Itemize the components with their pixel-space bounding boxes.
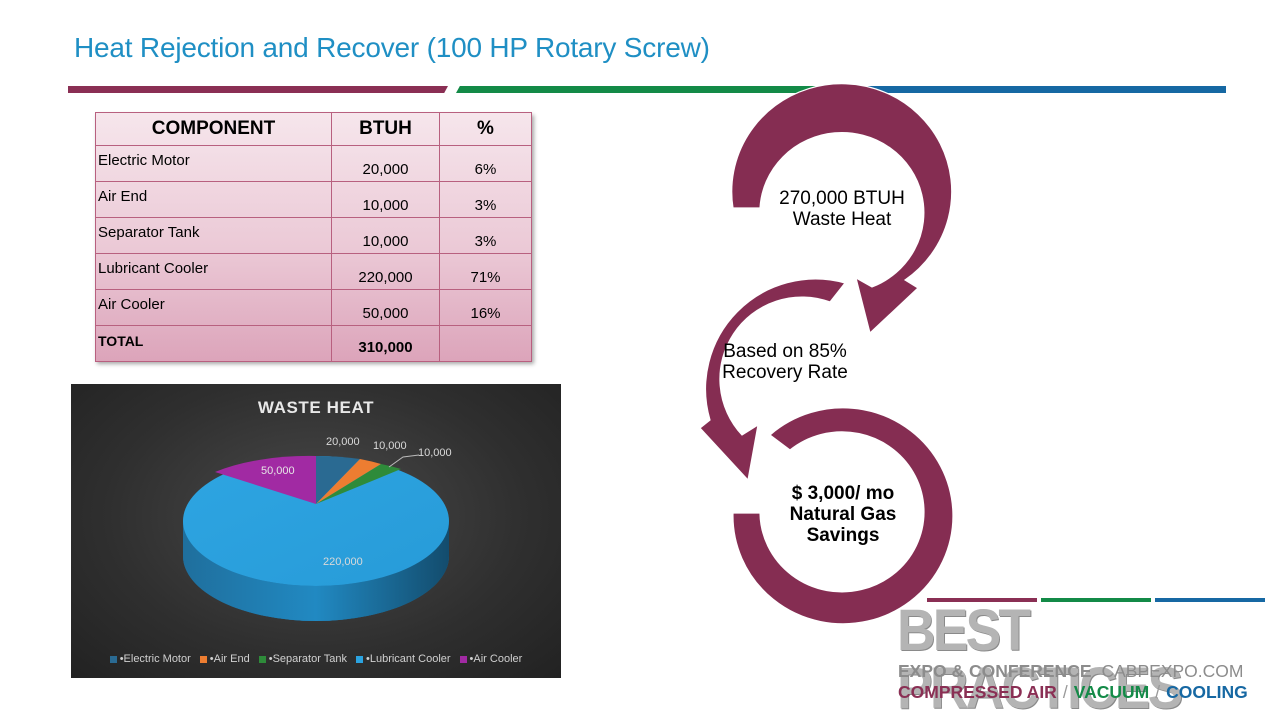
- legend-item-air-end: •Air End: [199, 653, 250, 665]
- table-row: Separator Tank 10,000 3%: [95, 217, 532, 254]
- label-lubricant-cooler: 220,000: [323, 556, 363, 568]
- legend-label: •Air Cooler: [469, 653, 523, 665]
- cell-btuh: 10,000: [331, 181, 440, 218]
- legend-item-electric-motor: •Electric Motor: [109, 653, 191, 665]
- label-electric-motor: 20,000: [326, 436, 360, 448]
- cell-component: Separator Tank: [95, 217, 332, 254]
- legend-item-lubricant-cooler: •Lubricant Cooler: [355, 653, 451, 665]
- logo-expo-text: EXPO & CONFERENCE: [898, 661, 1092, 681]
- waste-heat-pie-chart: WASTE HEAT 20,000 10,000: [71, 384, 561, 678]
- header-component: COMPONENT: [95, 112, 332, 146]
- cycle-step-savings: $ 3,000/ mo Natural Gas Savings: [763, 483, 923, 546]
- pie-graphic: [183, 454, 449, 621]
- table-row: Air End 10,000 3%: [95, 181, 532, 218]
- total-label: TOTAL: [95, 325, 332, 362]
- table-row: Air Cooler 50,000 16%: [95, 289, 532, 326]
- logo-title: BEST PRACTICES: [897, 598, 1183, 720]
- total-btuh: 310,000: [331, 325, 440, 362]
- logo-site-text: CABPEXPO.COM: [1101, 661, 1244, 681]
- label-air-end: 10,000: [373, 440, 407, 452]
- step-text: 270,000 BTUH: [779, 188, 905, 209]
- waste-heat-table: COMPONENT BTUH % Electric Motor 20,000 6…: [95, 112, 532, 362]
- legend-label: •Lubricant Cooler: [365, 653, 451, 665]
- cell-btuh: 50,000: [331, 289, 440, 326]
- best-practices-logo: BEST PRACTICES EXPO & CONFERENCE CABPEXPO…: [897, 598, 1265, 718]
- legend-swatch-icon: [258, 655, 266, 663]
- step-text: Natural Gas: [789, 504, 897, 525]
- cycle-step-recovery-rate: Based on 85% Recovery Rate: [705, 341, 865, 383]
- step-text: Recovery Rate: [722, 362, 848, 383]
- logo-color-bars: [927, 598, 1265, 602]
- legend-label: •Electric Motor: [119, 653, 191, 665]
- legend-label: •Separator Tank: [268, 653, 347, 665]
- cell-component: Air End: [95, 181, 332, 218]
- header-percent: %: [439, 112, 532, 146]
- step-text: Savings: [806, 525, 880, 546]
- logo-cat-vacuum: VACUUM: [1073, 682, 1150, 702]
- header-bar-green: [456, 86, 841, 93]
- label-air-cooler: 50,000: [261, 465, 295, 477]
- cell-percent: 16%: [439, 289, 532, 326]
- logo-categories: COMPRESSED AIR / VACUUM / COOLING: [898, 682, 1248, 703]
- label-separator-tank: 10,000: [418, 447, 452, 459]
- logo-cat-cooling: COOLING: [1166, 682, 1248, 702]
- logo-separator: /: [1155, 682, 1161, 702]
- logo-separator: /: [1062, 682, 1068, 702]
- logo-subtitle: EXPO & CONFERENCE CABPEXPO.COM: [898, 661, 1243, 682]
- step-text: Waste Heat: [792, 209, 892, 230]
- cell-btuh: 220,000: [331, 253, 440, 290]
- table-total-row: TOTAL 310,000: [95, 325, 532, 362]
- cell-component: Electric Motor: [95, 145, 332, 182]
- step-text: Based on 85%: [723, 341, 847, 362]
- legend-item-air-cooler: •Air Cooler: [459, 653, 523, 665]
- table-row: Lubricant Cooler 220,000 71%: [95, 253, 532, 290]
- header-bar-maroon: [68, 86, 448, 93]
- cell-component: Lubricant Cooler: [95, 253, 332, 290]
- logo-cat-compressed-air: COMPRESSED AIR: [898, 682, 1057, 702]
- legend-swatch-icon: [199, 655, 207, 663]
- cycle-step-waste-heat: 270,000 BTUH Waste Heat: [762, 188, 922, 230]
- step-text: $ 3,000/ mo: [791, 483, 895, 504]
- cell-percent: 3%: [439, 181, 532, 218]
- cell-percent: 3%: [439, 217, 532, 254]
- cell-btuh: 20,000: [331, 145, 440, 182]
- legend-swatch-icon: [459, 655, 467, 663]
- chart-legend: •Electric Motor •Air End •Separator Tank…: [71, 653, 561, 665]
- legend-item-separator-tank: •Separator Tank: [258, 653, 347, 665]
- header-bar-blue: [848, 86, 1226, 93]
- cell-btuh: 10,000: [331, 217, 440, 254]
- legend-swatch-icon: [355, 655, 363, 663]
- legend-label: •Air End: [209, 653, 250, 665]
- total-percent: [439, 325, 532, 362]
- chart-title: WASTE HEAT: [257, 398, 375, 417]
- slide-title: Heat Rejection and Recover (100 HP Rotar…: [74, 32, 710, 63]
- legend-swatch-icon: [109, 655, 117, 663]
